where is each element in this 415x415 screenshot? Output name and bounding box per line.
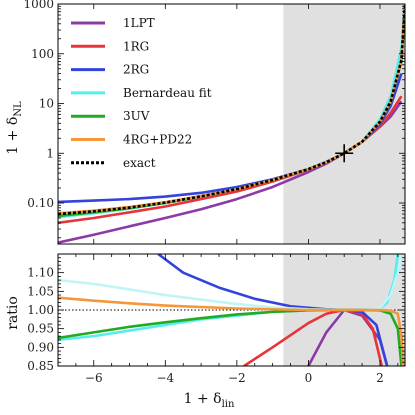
bottom-y-tick-label: 1.05: [27, 284, 54, 298]
bottom-y-tick-label: 0.95: [27, 322, 54, 336]
legend-entry: 2RG: [71, 63, 149, 77]
bottom-y-tick-label: 0.90: [27, 340, 54, 354]
x-tick-label: −6: [85, 371, 103, 385]
ratio-series-line-4rg-pd22: [58, 296, 405, 366]
x-axis-label: 1 + δlin: [184, 391, 235, 410]
legend-entry: 4RG+PD22: [71, 133, 192, 147]
top-y-tick-label: 100: [31, 47, 54, 61]
top-y-axis-label: 1 + δNL: [5, 101, 24, 155]
top-panel: 0.10 1 10 100 1000: [23, 0, 406, 245]
legend-entry: 1LPT: [71, 16, 155, 30]
legend-entry: Bernardeau fit: [71, 86, 212, 100]
legend-label: 1LPT: [123, 16, 155, 30]
bottom-y-tick-label: 1.00: [27, 303, 54, 317]
ratio-series-line-3uv: [58, 308, 403, 366]
legend-label: 4RG+PD22: [123, 133, 192, 147]
shaded-region-top: [283, 4, 405, 244]
top-series-line-exact: [58, 4, 405, 216]
legend-entry: 3UV: [71, 109, 150, 123]
legend-label: exact: [123, 156, 156, 170]
bottom-panel: 0.85 0.90 0.95 1.00 1.05 1.10 −6 −4 −2 0 2: [27, 253, 406, 385]
top-y-tick-label: 10: [39, 97, 54, 111]
x-tick-label: −2: [228, 371, 246, 385]
bottom-y-axis-label: ratio: [5, 296, 21, 330]
legend-label: Bernardeau fit: [123, 86, 212, 100]
bottom-y-tick-label: 0.85: [27, 359, 54, 373]
ratio-series-line-1rg: [243, 308, 384, 366]
top-y-tick-label: 0.10: [27, 196, 54, 210]
ratio-series-line-bernardeau-fit: [58, 254, 403, 312]
legend: 1LPT 1RG 2RG Bernardeau fit 3UV 4RG+PD22 exact: [71, 16, 212, 170]
x-tick-label: 0: [305, 371, 313, 385]
x-tick-label: −4: [156, 371, 174, 385]
top-plot-frame: [57, 3, 406, 245]
legend-label: 1RG: [123, 39, 149, 53]
reference-point-marker: [335, 144, 354, 163]
top-y-tick-label: 1: [46, 146, 54, 160]
ratio-series-line-2rg: [157, 254, 389, 366]
legend-label: 3UV: [123, 109, 150, 123]
top-y-tick-label: 1000: [23, 0, 54, 11]
legend-entry: exact: [71, 156, 156, 170]
bottom-y-tick-label: 1.10: [27, 266, 54, 280]
legend-label: 2RG: [123, 63, 149, 77]
legend-entry: 1RG: [71, 39, 149, 53]
x-tick-label: 2: [376, 371, 384, 385]
